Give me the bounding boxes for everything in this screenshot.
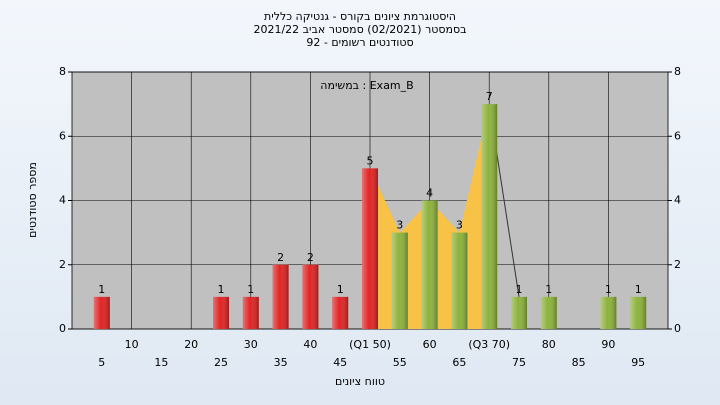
data-label: 1 — [218, 283, 225, 296]
data-label: 2 — [307, 251, 314, 264]
x-tick-label: 85 — [572, 356, 586, 369]
x-tick-label: 25 — [214, 356, 228, 369]
bar-shade — [540, 296, 557, 329]
data-label: 1 — [516, 283, 523, 296]
data-label: 3 — [396, 219, 403, 232]
data-label: 2 — [277, 251, 284, 264]
x-tick-label: 20 — [184, 338, 198, 351]
bar-shade — [332, 296, 349, 329]
y-tick-label: 8 — [59, 65, 66, 78]
data-label: 5 — [367, 154, 374, 167]
data-label: 7 — [486, 90, 493, 103]
bar-shade — [391, 232, 408, 329]
x-tick-label: 65 — [452, 356, 466, 369]
data-label: 1 — [605, 283, 612, 296]
y-tick-label: 2 — [59, 258, 66, 271]
annotation: במשימה : Exam_B — [320, 79, 413, 92]
x-tick-label: 45 — [333, 356, 347, 369]
bar-shade — [511, 296, 527, 329]
data-label: 4 — [426, 187, 433, 200]
y-tick-label: 6 — [59, 129, 66, 142]
bar-shade — [302, 264, 319, 329]
y2-tick-label: 0 — [674, 322, 681, 335]
y-tick-label: 4 — [59, 194, 66, 207]
x-tick-label: 35 — [274, 356, 288, 369]
x-tick-label: 75 — [512, 356, 526, 369]
y2-tick-label: 4 — [674, 194, 681, 207]
subtitle: בסמסטר (02/2021) סמסטר אביב 2021/22 — [253, 23, 466, 36]
x-tick-label: (Q3 70) — [468, 338, 510, 351]
data-label: 1 — [247, 283, 254, 296]
x-tick-label: 95 — [631, 356, 645, 369]
y2-tick-label: 8 — [674, 65, 681, 78]
bar-shade — [600, 296, 617, 329]
bar-shade — [481, 104, 498, 329]
x-tick-label: 40 — [303, 338, 317, 351]
chart-title: היסטוגרמת ציונים בקורס - גנטיקה כללית — [264, 10, 456, 23]
data-label: 1 — [98, 283, 105, 296]
x-tick-label: 80 — [542, 338, 556, 351]
x-tick-label: 90 — [601, 338, 615, 351]
y2-tick-label: 2 — [674, 258, 681, 271]
x-axis-label: טווח ציונים — [335, 375, 385, 388]
data-label: 1 — [545, 283, 552, 296]
y-axis-label: מספר סטודנטים — [26, 162, 39, 238]
x-tick-label: 30 — [244, 338, 258, 351]
x-tick-label: 55 — [393, 356, 407, 369]
bar-shade — [242, 296, 259, 329]
data-label: 1 — [635, 283, 642, 296]
x-tick-label: 60 — [423, 338, 437, 351]
x-tick-label: 15 — [154, 356, 168, 369]
bar-shade — [213, 296, 229, 329]
y-tick-label: 0 — [59, 322, 66, 335]
x-tick-label: 10 — [125, 338, 139, 351]
data-label: 3 — [456, 219, 463, 232]
bar-shade — [421, 200, 438, 329]
bar-shade — [451, 232, 468, 329]
bar-shade — [630, 296, 647, 329]
bar-shade — [93, 296, 110, 329]
x-tick-label: (Q1 50) — [349, 338, 391, 351]
y2-tick-label: 6 — [674, 129, 681, 142]
subtitle: סטודנטים רשומים - 92 — [306, 36, 413, 49]
data-label: 1 — [337, 283, 344, 296]
x-tick-label: 5 — [98, 356, 105, 369]
bar-shade — [362, 168, 378, 329]
bar-shade — [272, 264, 289, 329]
